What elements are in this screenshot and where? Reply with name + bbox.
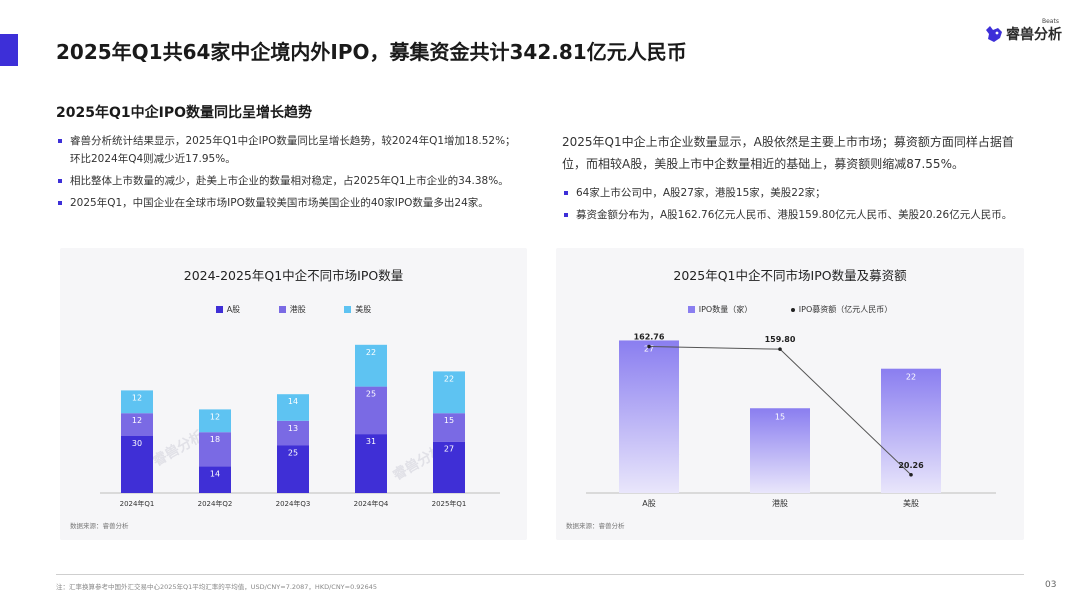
- legend-label: A股: [226, 305, 241, 314]
- data-label: 22: [366, 348, 376, 357]
- legend-item-a-share: A股: [215, 304, 241, 315]
- stacked-bar-chart-panel: 2024-2025年Q1中企不同市场IPO数量 A股 港股 美股 睿兽分析 睿兽…: [60, 248, 527, 540]
- section-title: 2025年Q1中企IPO数量同比呈增长趋势: [56, 105, 312, 121]
- bar-segment: [355, 386, 387, 435]
- bar-segment: [277, 394, 309, 421]
- logo-icon: [986, 26, 1002, 42]
- ipo-amount-point: [909, 472, 913, 477]
- legend-swatch: [344, 306, 352, 313]
- page-number: 03: [1045, 580, 1057, 590]
- brand-logo: 睿兽分析 Beats: [984, 18, 1064, 46]
- bar-segment: [355, 344, 387, 387]
- data-label: 14: [210, 469, 220, 478]
- x-tick-label: 2024年Q3: [276, 499, 311, 508]
- bar-segment: [433, 441, 465, 493]
- data-label: 22: [444, 374, 454, 383]
- stacked-bar-chart: 30 12 12 2024年Q1 14 18 12 2024年Q2 25 13 14 2024年Q3 3…: [100, 344, 500, 508]
- legend-label: 美股: [355, 305, 372, 314]
- ipo-count-bar: [619, 340, 679, 493]
- line-data-label: 20.26: [898, 461, 924, 470]
- footnote: 注：汇率换算参考中国外汇交易中心2025年Q1平均汇率的平均值，USD/CNY=…: [56, 583, 377, 591]
- legend-label: IPO募资额（亿元人民币）: [798, 305, 893, 314]
- chart-source: 数据来源：睿兽分析: [566, 522, 625, 530]
- data-label: 25: [288, 449, 298, 458]
- right-summary-paragraph: 2025年Q1中企上市企业数量显示，A股依然是主要上市市场；募资额方面同样占据首…: [562, 135, 1014, 171]
- legend-swatch: [687, 306, 695, 313]
- footer-divider: [56, 574, 1024, 575]
- legend-item-us-share: 美股: [344, 304, 371, 315]
- data-label: 12: [210, 412, 220, 421]
- x-tick-label: A股: [642, 499, 655, 508]
- combo-bar-line-chart: 27 A股 15 港股 22 美股 162.76 159.80 20.26: [586, 333, 996, 508]
- data-label: 25: [366, 390, 376, 399]
- bar-segment: [199, 409, 231, 433]
- legend-swatch: [215, 306, 223, 313]
- x-tick-label: 港股: [772, 498, 788, 508]
- data-label: 14: [288, 397, 298, 406]
- ipo-amount-point: [778, 347, 782, 351]
- bar-data-label: 22: [906, 373, 916, 382]
- bar-data-label: 27: [644, 344, 654, 353]
- left-bullet-list: 睿兽分析统计结果显示，2025年Q1中企IPO数量同比呈增长趋势，较2024年Q…: [56, 132, 526, 216]
- bar-data-label: 15: [775, 412, 785, 421]
- data-label: 30: [132, 439, 142, 448]
- bar-segment: [277, 445, 309, 493]
- left-bullet-item: 相比整体上市数量的减少，赴美上市企业的数量相对稳定，占2025年Q1上市企业的3…: [56, 172, 526, 190]
- data-label: 27: [444, 445, 454, 454]
- bar-segment: [199, 466, 231, 493]
- right-bullet-item: 募资金额分布为，A股162.76亿元人民币、港股159.80亿元人民币、美股20…: [562, 206, 1032, 224]
- x-tick-label: 2024年Q2: [198, 499, 233, 508]
- data-label: 12: [132, 416, 142, 425]
- data-label: 31: [366, 437, 376, 446]
- legend-item-ipo-amount: IPO募资额（亿元人民币）: [790, 304, 893, 315]
- data-label: 18: [210, 435, 220, 444]
- bar-segment: [121, 436, 153, 493]
- line-data-label: 162.76: [634, 333, 665, 342]
- bar-segment: [121, 413, 153, 436]
- data-label: 13: [288, 424, 298, 433]
- chart-source: 数据来源：睿兽分析: [70, 522, 129, 530]
- legend-swatch: [278, 306, 286, 313]
- legend-label: 港股: [289, 305, 306, 314]
- right-bullet-list: 64家上市公司中，A股27家，港股15家，美股22家； 募资金额分布为，A股16…: [562, 184, 1032, 228]
- bar-segment: [121, 390, 153, 414]
- x-tick-label: 2025年Q1: [432, 499, 467, 508]
- bar-segment: [277, 420, 309, 446]
- ipo-count-bar: [750, 408, 810, 493]
- page-title: 2025年Q1共64家中企境内外IPO，募集资金共计342.81亿元人民币: [56, 40, 687, 64]
- title-accent-bar: [0, 34, 18, 66]
- left-bullet-item: 睿兽分析统计结果显示，2025年Q1中企IPO数量同比呈增长趋势，较2024年Q…: [56, 132, 526, 168]
- data-label: 12: [132, 393, 142, 402]
- bar-segment: [355, 434, 387, 493]
- legend-label: IPO数量（家）: [698, 305, 753, 314]
- bar-segment: [433, 413, 465, 442]
- x-tick-label: 美股: [903, 498, 919, 508]
- chart-legend: A股 港股 美股: [60, 304, 527, 315]
- right-bullet-item: 64家上市公司中，A股27家，港股15家，美股22家；: [562, 184, 1032, 202]
- bar-segment: [433, 371, 465, 414]
- line-data-label: 159.80: [765, 335, 796, 344]
- ipo-count-bar: [881, 368, 941, 493]
- data-label: 15: [444, 416, 454, 425]
- legend-dot: [790, 307, 795, 312]
- chart-title: 2024-2025年Q1中企不同市场IPO数量: [183, 268, 404, 283]
- chart-title: 2025年Q1中企不同市场IPO数量及募资额: [673, 268, 907, 283]
- left-bullet-item: 2025年Q1，中国企业在全球市场IPO数量较美国市场美国企业的40家IPO数量…: [56, 194, 526, 212]
- legend-item-hk-share: 港股: [278, 304, 306, 315]
- chart-legend: IPO数量（家） IPO募资额（亿元人民币）: [556, 304, 1024, 315]
- ipo-amount-point: [647, 344, 651, 349]
- x-tick-label: 2024年Q1: [120, 499, 155, 508]
- logo-text: 睿兽分析: [1006, 27, 1062, 43]
- bar-segment: [199, 432, 231, 467]
- combo-chart-panel: 2025年Q1中企不同市场IPO数量及募资额 IPO数量（家） IPO募资额（亿…: [556, 248, 1024, 540]
- x-tick-label: 2024年Q4: [354, 499, 389, 508]
- legend-item-ipo-count: IPO数量（家）: [687, 304, 753, 315]
- logo-subtext: Beats: [1042, 18, 1059, 25]
